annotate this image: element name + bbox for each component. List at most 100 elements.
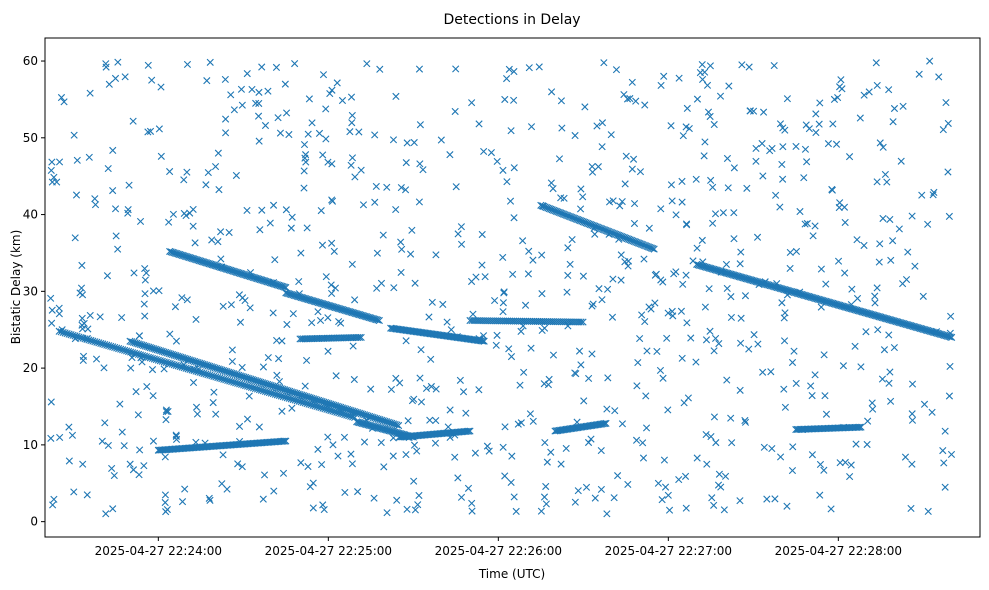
data-point [600, 59, 608, 67]
data-point [510, 164, 518, 172]
data-point [681, 472, 690, 480]
data-point [271, 390, 279, 398]
data-point [792, 142, 800, 151]
data-point [588, 162, 596, 171]
data-point [948, 333, 956, 341]
data-point [641, 317, 649, 326]
data-point [478, 230, 486, 239]
data-point [693, 454, 701, 462]
y-tick-label: 50 [23, 131, 38, 145]
data-point [55, 310, 63, 318]
data-point [259, 495, 267, 503]
data-point [243, 415, 252, 423]
data-point [71, 335, 79, 343]
data-point [487, 149, 495, 157]
data-point [189, 205, 197, 213]
data-point [317, 404, 325, 412]
data-point [834, 93, 842, 102]
data-point [322, 135, 330, 143]
data-point [540, 493, 549, 501]
data-point [780, 337, 789, 345]
data-point [778, 160, 786, 169]
data-point [389, 434, 397, 442]
data-point [557, 460, 565, 468]
data-point [558, 124, 566, 132]
data-point [208, 372, 216, 380]
data-point [453, 333, 461, 341]
data-point [538, 290, 546, 298]
data-point [258, 206, 266, 214]
data-point [932, 328, 941, 336]
data-point [507, 127, 515, 135]
data-point [620, 90, 628, 99]
data-point [816, 491, 824, 499]
data-point [808, 392, 816, 400]
data-point [776, 453, 785, 461]
data-point [444, 423, 452, 431]
data-point [149, 437, 158, 445]
data-point [702, 430, 710, 439]
data-point [109, 146, 117, 154]
data-point [873, 178, 881, 186]
data-point [724, 184, 732, 192]
data-point [929, 191, 937, 199]
data-point [812, 110, 820, 118]
data-point [138, 358, 146, 366]
data-point [113, 344, 121, 352]
data-point [269, 309, 277, 317]
data-point [118, 428, 126, 436]
data-point [180, 176, 188, 184]
data-point [723, 376, 731, 384]
data-point [639, 454, 648, 462]
data-point [629, 155, 638, 163]
data-point [398, 245, 406, 253]
data-point [871, 292, 879, 300]
data-point [457, 223, 465, 231]
data-point [579, 318, 587, 326]
data-point [156, 357, 164, 365]
x-tick-label: 2025-04-27 22:26:00 [435, 544, 562, 558]
data-point [935, 73, 943, 81]
data-point [161, 491, 169, 499]
data-point [660, 456, 669, 464]
data-point [457, 240, 466, 248]
data-point [47, 294, 55, 302]
data-point [605, 230, 613, 238]
data-point [220, 375, 228, 383]
data-point [710, 413, 719, 421]
data-point [316, 316, 325, 325]
data-point [506, 197, 515, 205]
data-point [149, 287, 158, 295]
data-point [65, 423, 73, 431]
data-point [828, 186, 836, 194]
data-point [238, 380, 246, 389]
data-point [576, 205, 585, 213]
data-point [267, 389, 275, 397]
data-point [707, 176, 715, 184]
data-point [547, 179, 555, 187]
data-point [101, 340, 109, 349]
data-point [439, 300, 447, 308]
data-point [701, 138, 709, 146]
data-point [288, 404, 296, 412]
data-point [157, 83, 165, 91]
data-point [505, 345, 513, 353]
data-point [451, 453, 459, 461]
data-point [293, 397, 301, 405]
data-point [144, 61, 152, 69]
data-point [479, 332, 488, 340]
data-point [228, 377, 236, 386]
data-point [781, 126, 789, 134]
data-point [416, 160, 424, 168]
data-point [368, 424, 377, 432]
data-point [309, 401, 317, 409]
data-point [47, 398, 55, 406]
data-point [668, 307, 676, 315]
data-point [459, 388, 468, 396]
data-point [348, 119, 356, 127]
data-point [822, 280, 830, 288]
data-point [307, 401, 315, 409]
data-point [754, 340, 762, 348]
data-point [452, 183, 460, 191]
data-point [708, 494, 716, 502]
